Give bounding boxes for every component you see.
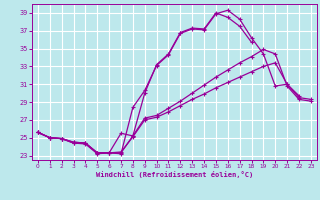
X-axis label: Windchill (Refroidissement éolien,°C): Windchill (Refroidissement éolien,°C): [96, 171, 253, 178]
